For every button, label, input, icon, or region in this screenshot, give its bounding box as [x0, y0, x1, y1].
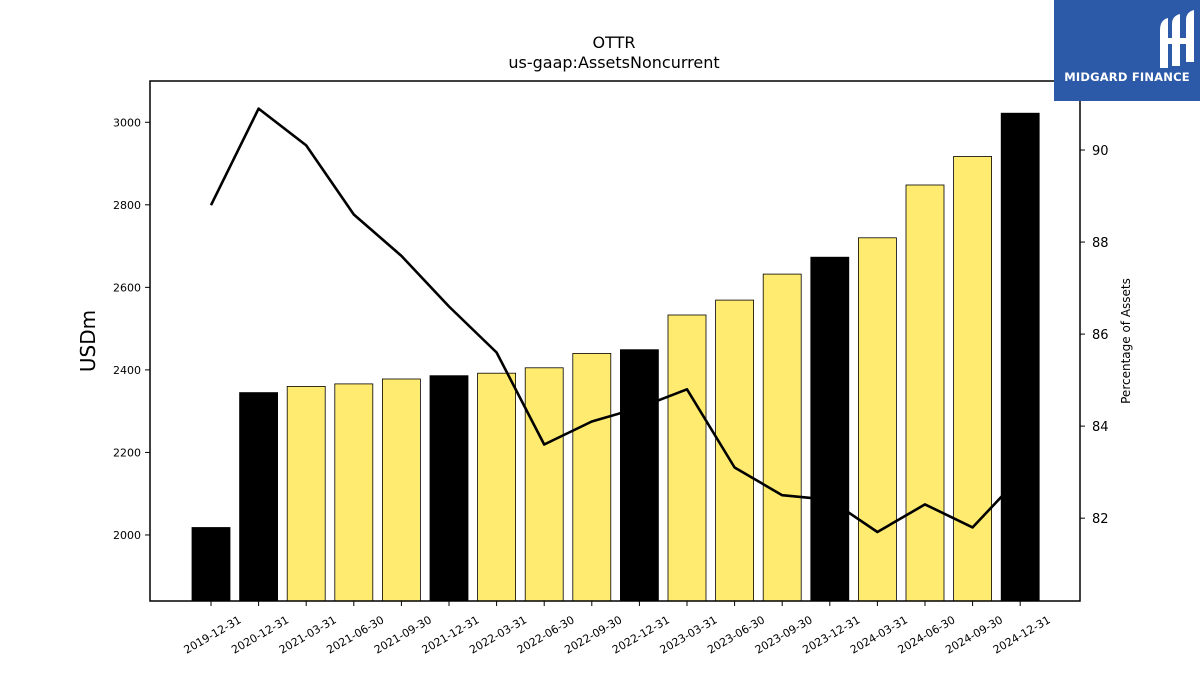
y2-axis-label: Percentage of Assets	[1119, 278, 1133, 404]
chart-title: OTTR	[593, 33, 636, 52]
bar	[286, 385, 326, 602]
logo-mark-icon	[1160, 10, 1194, 68]
y2-tick-label: 86	[1092, 328, 1109, 343]
bar	[572, 352, 612, 602]
bar	[715, 299, 754, 602]
y-tick-label: 2000	[113, 529, 141, 542]
bar	[239, 392, 279, 602]
brand-logo: MIDGARD FINANCE	[1054, 0, 1200, 101]
y-tick-label: 3000	[113, 116, 141, 129]
bar	[858, 237, 897, 602]
y2-tick-label: 88	[1092, 236, 1109, 251]
bars-layer	[191, 112, 1040, 602]
y-tick-label: 2600	[113, 281, 141, 294]
bar	[381, 378, 421, 602]
bar	[810, 256, 850, 602]
percentage-line	[209, 107, 1022, 534]
line-layer	[209, 107, 1022, 534]
y-tick-label: 2200	[113, 446, 141, 459]
bar	[524, 367, 564, 602]
bar	[191, 527, 231, 602]
bar	[953, 156, 992, 602]
bar	[620, 349, 659, 602]
bar	[667, 314, 707, 602]
y2-tick-label: 82	[1092, 512, 1109, 527]
bar	[334, 383, 374, 602]
bar	[429, 375, 469, 602]
logo-name: MIDGARD FINANCE	[1064, 70, 1190, 84]
y2-tick-label: 84	[1092, 420, 1109, 435]
y-axis-label: USDm	[76, 310, 100, 372]
chart-subtitle: us-gaap:AssetsNoncurrent	[508, 53, 719, 72]
bar	[477, 372, 517, 602]
y-tick-label: 2400	[113, 364, 141, 377]
bar	[762, 273, 802, 602]
plot-frame	[149, 80, 1081, 602]
y2-tick-label: 90	[1092, 144, 1109, 159]
bar	[905, 184, 945, 602]
bar	[1000, 112, 1040, 602]
y-tick-label: 2800	[113, 199, 141, 212]
